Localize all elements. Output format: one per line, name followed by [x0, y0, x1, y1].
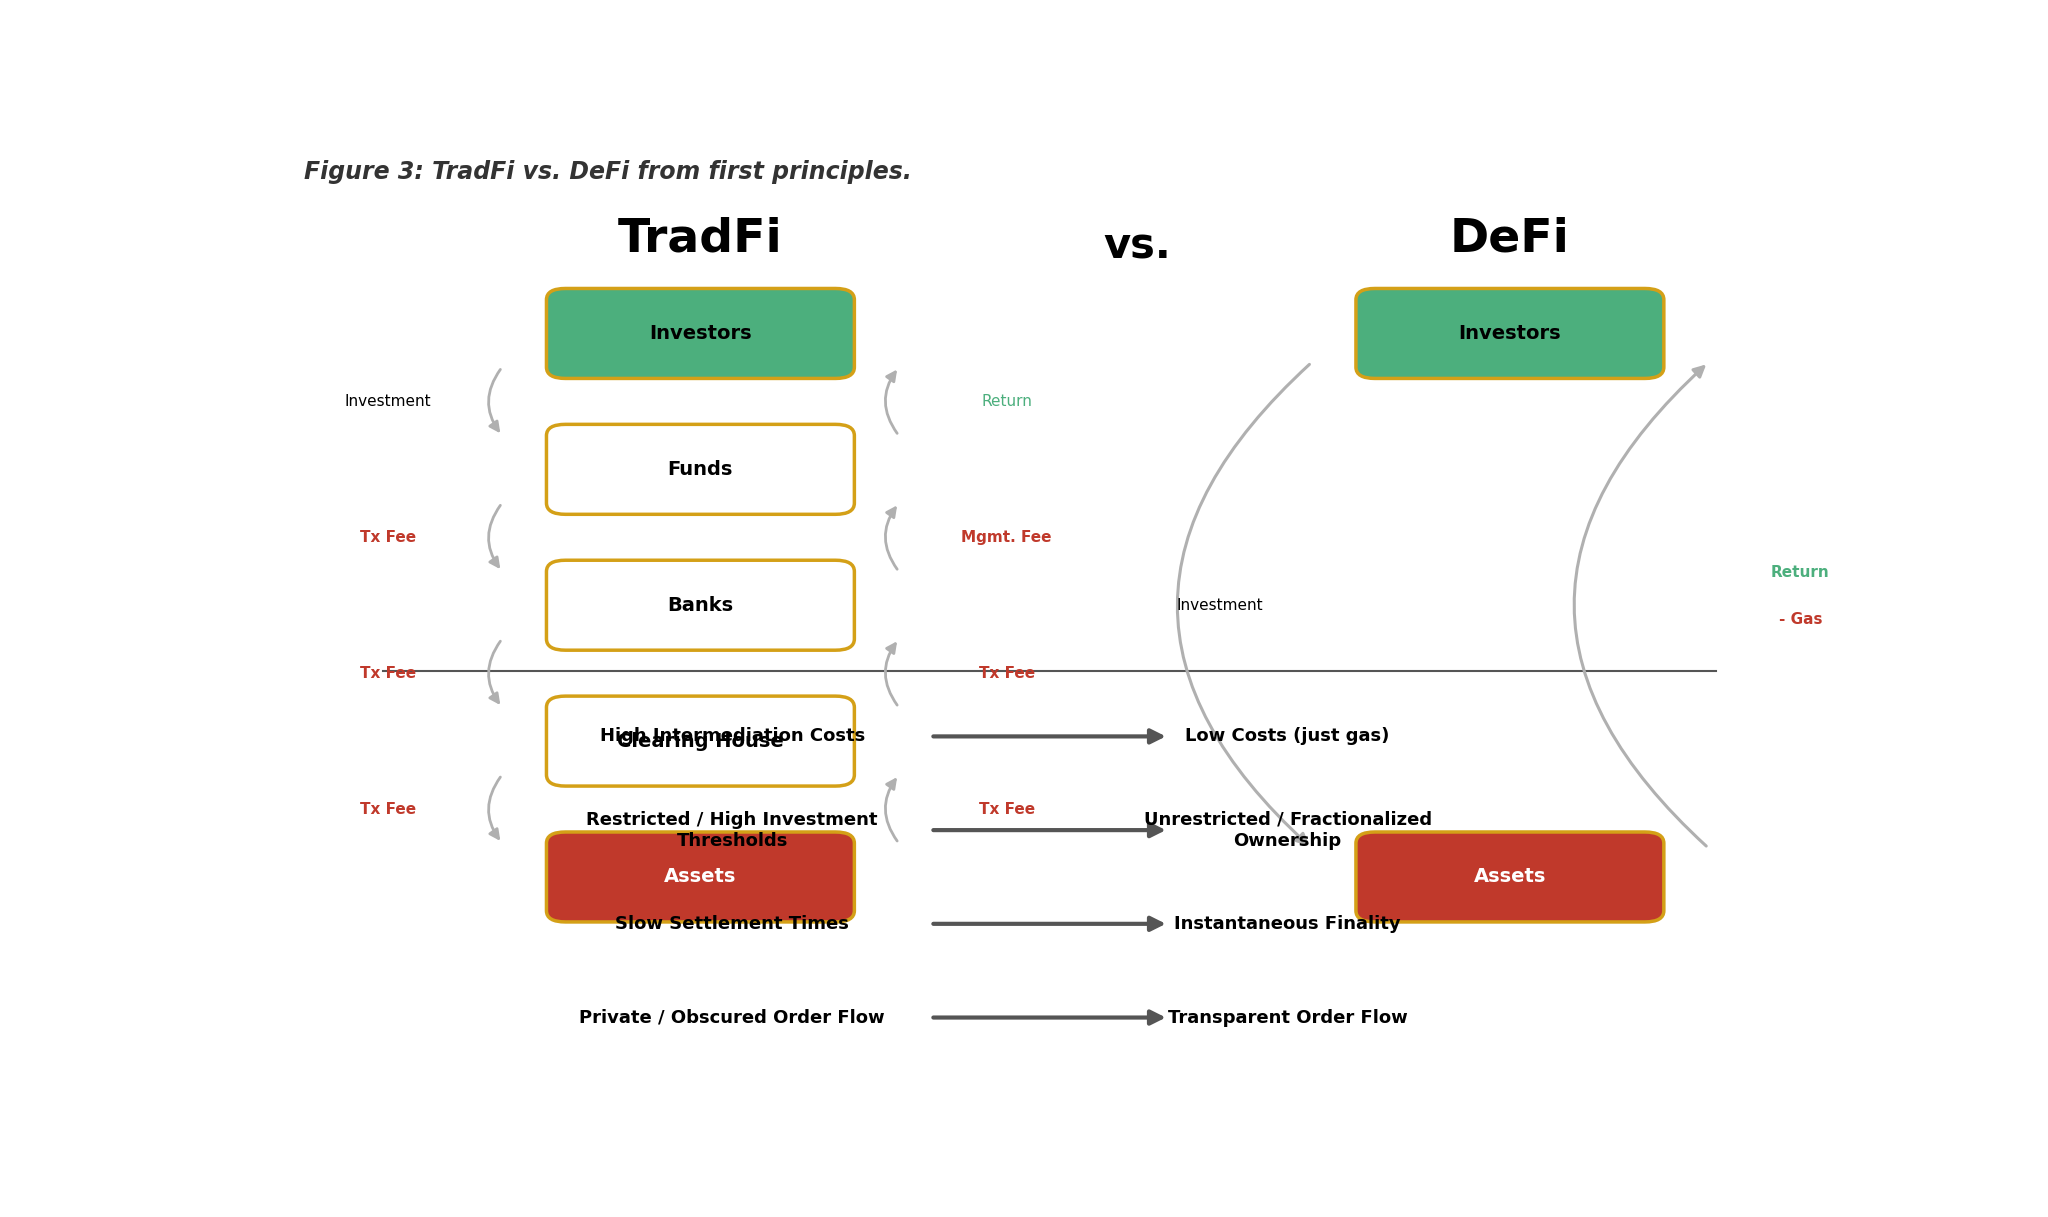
Text: Investors: Investors — [649, 324, 752, 343]
Text: Assets: Assets — [1475, 868, 1546, 886]
Text: Tx Fee: Tx Fee — [360, 802, 416, 817]
Text: Funds: Funds — [668, 460, 733, 478]
Text: Return: Return — [981, 394, 1032, 409]
Text: vs.: vs. — [1104, 225, 1171, 268]
Text: Unrestricted / Fractionalized
Ownership: Unrestricted / Fractionalized Ownership — [1143, 811, 1432, 849]
Text: Assets: Assets — [664, 868, 737, 886]
Text: Private / Obscured Order Flow: Private / Obscured Order Flow — [580, 1009, 885, 1026]
FancyBboxPatch shape — [547, 696, 854, 786]
FancyBboxPatch shape — [547, 832, 854, 922]
Text: DeFi: DeFi — [1450, 217, 1571, 262]
Text: Banks: Banks — [668, 595, 733, 615]
Text: Investors: Investors — [1458, 324, 1561, 343]
Text: Return: Return — [1772, 565, 1829, 581]
Text: Transparent Order Flow: Transparent Order Flow — [1167, 1009, 1407, 1026]
Text: Slow Settlement Times: Slow Settlement Times — [614, 915, 850, 932]
Text: Tx Fee: Tx Fee — [979, 802, 1034, 817]
FancyBboxPatch shape — [1356, 832, 1663, 922]
Text: Tx Fee: Tx Fee — [979, 666, 1034, 680]
Text: Tx Fee: Tx Fee — [360, 666, 416, 680]
Text: - Gas: - Gas — [1778, 612, 1823, 627]
Text: Figure 3: TradFi vs. DeFi from first principles.: Figure 3: TradFi vs. DeFi from first pri… — [303, 161, 911, 184]
FancyBboxPatch shape — [547, 560, 854, 650]
FancyBboxPatch shape — [547, 288, 854, 378]
Text: High Intermediation Costs: High Intermediation Costs — [600, 728, 864, 745]
FancyBboxPatch shape — [547, 425, 854, 515]
Text: Restricted / High Investment
Thresholds: Restricted / High Investment Thresholds — [586, 811, 879, 849]
Text: Instantaneous Finality: Instantaneous Finality — [1174, 915, 1401, 932]
Text: Investment: Investment — [344, 394, 430, 409]
FancyBboxPatch shape — [1356, 288, 1663, 378]
Text: Mgmt. Fee: Mgmt. Fee — [961, 529, 1053, 545]
Text: Low Costs (just gas): Low Costs (just gas) — [1186, 728, 1391, 745]
Text: TradFi: TradFi — [618, 217, 782, 262]
Text: Tx Fee: Tx Fee — [360, 529, 416, 545]
Text: Clearing House: Clearing House — [616, 731, 784, 751]
Text: Investment: Investment — [1176, 598, 1264, 612]
